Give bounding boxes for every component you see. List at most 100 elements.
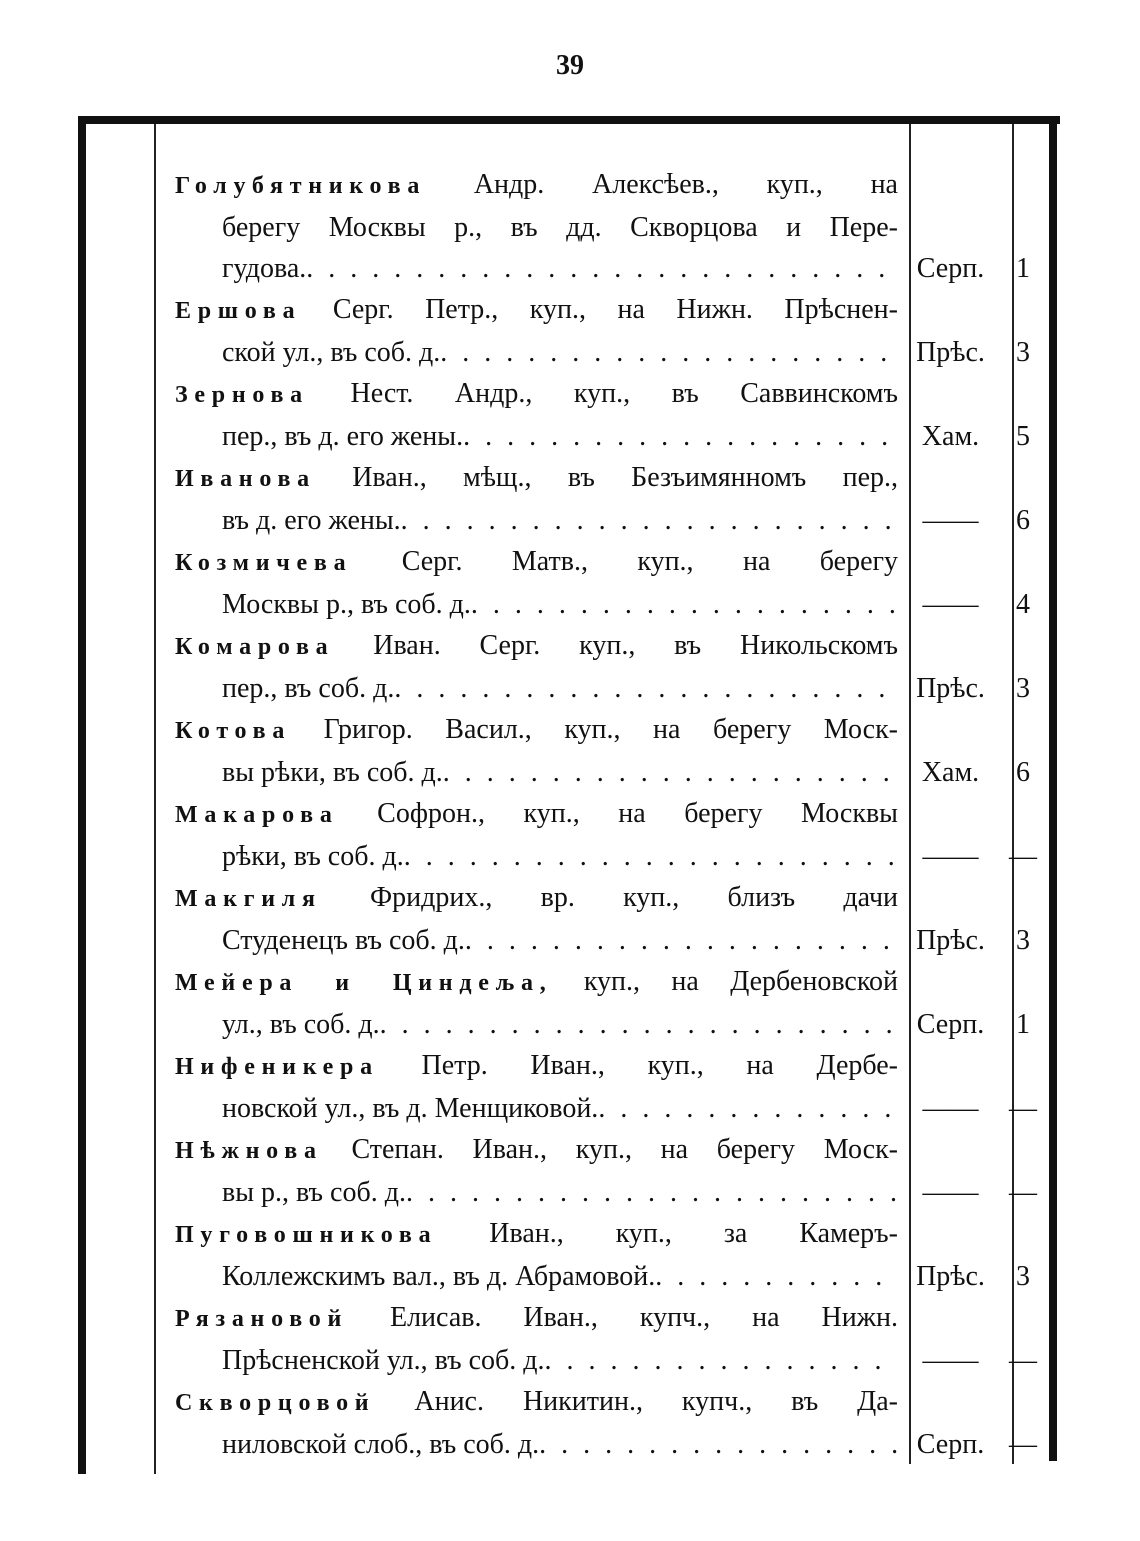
- entry-surname: Козмичева: [175, 550, 353, 576]
- entry-first-line: Андр. Алексѣев., куп., на: [473, 169, 898, 200]
- entry-surname: Пуговошникова: [175, 1222, 438, 1248]
- directory-entry: Мейера и Циндеља, куп., на Дербеновской у…: [175, 961, 1060, 1045]
- entry-district: Прѣс.: [916, 925, 985, 956]
- entry-first-line: Серг. Петр., куп., на Нижн. Прѣснен-: [332, 294, 898, 325]
- directory-entry: Пуговошникова Иван., куп., за Камеръ- Кол…: [175, 1213, 1060, 1297]
- entry-text: Ершова Серг. Петр., куп., на Нижн. Прѣсн…: [175, 289, 898, 373]
- dot-leader: [471, 584, 898, 625]
- entry-line: новской ул., въ д. Менщиковой.: [222, 1093, 599, 1124]
- entry-first-line: Серг. Матв., куп., на берегу: [401, 546, 898, 577]
- entry-surname: Иванова: [175, 466, 316, 492]
- entry-surname: Нифеникера: [175, 1054, 379, 1080]
- entry-district: ——: [922, 505, 979, 536]
- directory-entry: Ершова Серг. Петр., куп., на Нижн. Прѣсн…: [175, 289, 1060, 373]
- entry-text: Комарова Иван. Серг. куп., въ Никольском…: [175, 625, 898, 709]
- entry-district: Серп.: [916, 1009, 985, 1040]
- entry-first-line: куп., на Дербеновской: [583, 966, 898, 997]
- entry-surname: Макгиля: [175, 886, 322, 912]
- table-inner-rule: [154, 124, 156, 1474]
- entry-line: Москвы р., въ соб. д.: [222, 589, 471, 620]
- entry-number: 1: [1016, 253, 1030, 284]
- entry-number: 3: [1016, 925, 1030, 956]
- entry-text: Макарова Софрон., куп., на берегу Москвы…: [175, 793, 898, 877]
- entry-line: берегу Москвы р., въ дд. Скворцова и Пер…: [222, 212, 898, 243]
- directory-entry: Козмичева Серг. Матв., куп., на берегу Мо…: [175, 541, 1060, 625]
- entry-district: Хам.: [921, 757, 980, 788]
- directory-entry: Рязановой Елисав. Иван., купч., на Нижн.…: [175, 1297, 1060, 1381]
- dot-leader: [306, 248, 898, 289]
- dot-leader: [380, 1004, 898, 1045]
- entry-surname: Скворцовой: [175, 1390, 376, 1416]
- dot-leader: [401, 500, 898, 541]
- entry-first-line: Иван., куп., за Камеръ-: [489, 1218, 898, 1249]
- entry-line: рѣки, въ соб. д.: [222, 841, 404, 872]
- entry-district: Прѣс.: [916, 337, 985, 368]
- entry-first-line: Григор. Васил., куп., на берегу Моск-: [323, 714, 898, 745]
- entry-text: Голубятникова Андр. Алексѣев., куп., на б…: [175, 164, 898, 289]
- entry-line: ул., въ соб. д.: [222, 1009, 380, 1040]
- entry-first-line: Петр. Иван., куп., на Дербе-: [421, 1050, 898, 1081]
- entry-surname: Нѣжнова: [175, 1138, 323, 1164]
- entry-line: Коллежскимъ вал., въ д. Абрамовой.: [222, 1261, 656, 1292]
- entry-number: —: [1009, 1093, 1037, 1124]
- entry-first-line: Нест. Андр., куп., въ Саввинскомъ: [350, 378, 898, 409]
- entry-first-line: Софрон., куп., на берегу Москвы: [377, 798, 898, 829]
- page-number: 39: [556, 50, 584, 81]
- entry-district: Серп.: [916, 1429, 985, 1460]
- entry-number: 1: [1016, 1009, 1030, 1040]
- entry-line: Студенецъ въ соб. д.: [222, 925, 465, 956]
- entry-number: —: [1009, 841, 1037, 872]
- entry-line: пер., въ соб. д.: [222, 673, 395, 704]
- entry-surname: Макарова: [175, 802, 339, 828]
- entry-number: 3: [1016, 673, 1030, 704]
- entry-line: вы рѣки, въ соб. д.: [222, 757, 443, 788]
- dot-leader: [598, 1088, 898, 1129]
- table-left-rule: [78, 116, 86, 1474]
- dot-leader: [655, 1256, 898, 1297]
- entry-line: гудова.: [222, 253, 307, 284]
- directory-entry: Зернова Нест. Андр., куп., въ Саввинском…: [175, 373, 1060, 457]
- entry-line: въ д. его жены.: [222, 505, 401, 536]
- dot-leader: [539, 1424, 898, 1465]
- dot-leader: [465, 920, 898, 961]
- entry-text: Мейера и Циндеља, куп., на Дербеновской у…: [175, 961, 898, 1045]
- number-column-rule: [1012, 124, 1014, 1464]
- entry-surname: Рязановой: [175, 1306, 349, 1332]
- directory-entry: Макарова Софрон., куп., на берегу Москвы…: [175, 793, 1060, 877]
- entry-number: 3: [1016, 1261, 1030, 1292]
- entry-district: Прѣс.: [916, 1261, 985, 1292]
- entry-district: Серп.: [916, 253, 985, 284]
- directory-entry: Нифеникера Петр. Иван., куп., на Дербе-н…: [175, 1045, 1060, 1129]
- entry-surname: Котова: [175, 718, 292, 744]
- entry-surname: Голубятникова: [175, 173, 427, 199]
- entry-line: Прѣсненской ул., въ соб. д.: [222, 1345, 545, 1376]
- entry-district: ——: [922, 1093, 979, 1124]
- entry-first-line: Анис. Никитин., купч., въ Да-: [414, 1386, 898, 1417]
- entry-text: Котова Григор. Васил., куп., на берегу М…: [175, 709, 898, 793]
- entry-surname: Ершова: [175, 298, 302, 324]
- entry-district: Хам.: [921, 421, 980, 452]
- dot-leader: [443, 752, 898, 793]
- entry-surname: Комарова: [175, 634, 335, 660]
- entry-first-line: Иван., мѣщ., въ Безъимянномъ пер.,: [352, 462, 898, 493]
- dot-leader: [440, 332, 898, 373]
- directory-entry: Нѣжнова Степан. Иван., куп., на берегу М…: [175, 1129, 1060, 1213]
- directory-entry: Иванова Иван., мѣщ., въ Безъимянномъ пер…: [175, 457, 1060, 541]
- entry-surname: Мейера и Циндеља,: [175, 970, 553, 996]
- entry-district: ——: [922, 1177, 979, 1208]
- entry-line: ской ул., въ соб. д.: [222, 337, 441, 368]
- dot-leader: [394, 668, 898, 709]
- entry-line: пер., въ д. его жены.: [222, 421, 464, 452]
- entry-text: Скворцовой Анис. Никитин., купч., въ Да-…: [175, 1381, 898, 1465]
- entry-text: Зернова Нест. Андр., куп., въ Саввинском…: [175, 373, 898, 457]
- entry-number: —: [1009, 1177, 1037, 1208]
- entry-surname: Зернова: [175, 382, 309, 408]
- directory-entry: Скворцовой Анис. Никитин., купч., въ Да-…: [175, 1381, 1060, 1465]
- directory-list: Голубятникова Андр. Алексѣев., куп., на б…: [175, 164, 1060, 1465]
- entry-number: 5: [1016, 421, 1030, 452]
- directory-entry: Комарова Иван. Серг. куп., въ Никольском…: [175, 625, 1060, 709]
- directory-entry: Голубятникова Андр. Алексѣев., куп., на б…: [175, 164, 1060, 289]
- entry-line: ниловской слоб., въ соб. д.: [222, 1429, 540, 1460]
- entry-text: Нифеникера Петр. Иван., куп., на Дербе-н…: [175, 1045, 898, 1129]
- dot-leader: [406, 1172, 898, 1213]
